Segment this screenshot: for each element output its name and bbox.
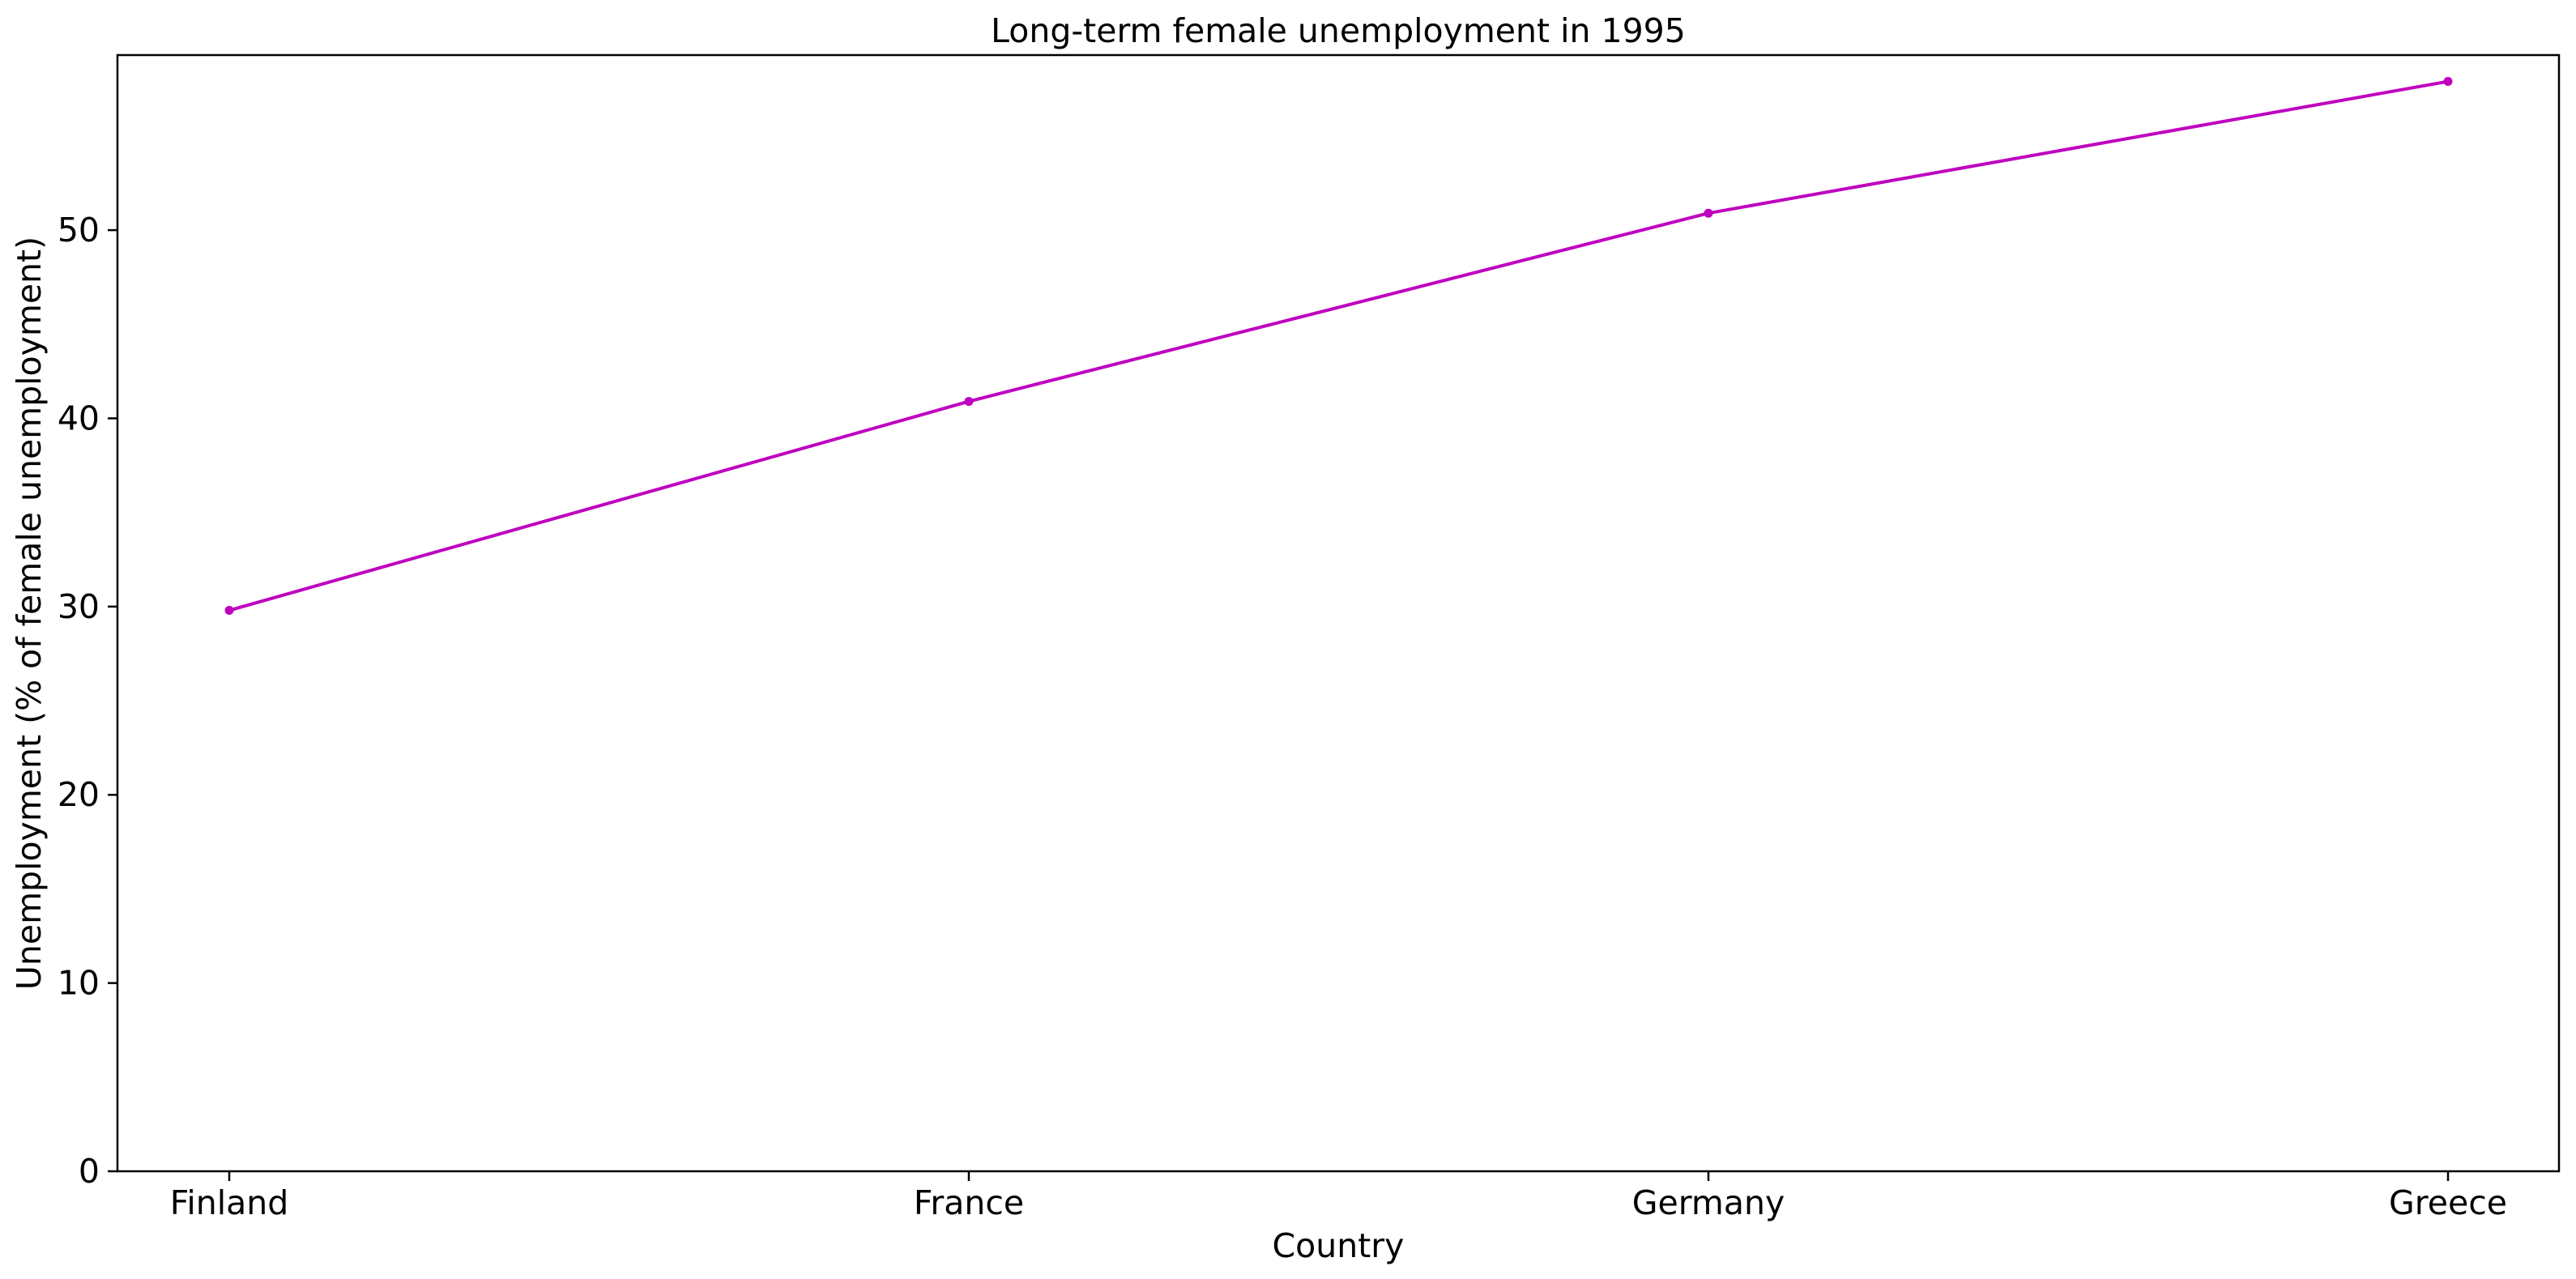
y-axis-label: Unemployment (% of female unemployment) <box>10 237 49 990</box>
series-line <box>228 79 2449 612</box>
data-point <box>224 606 234 616</box>
data-point <box>1704 208 1713 218</box>
y-tick-label: 10 <box>58 964 100 1003</box>
x-tick-label: Finland <box>170 1183 289 1222</box>
y-tick-label: 30 <box>58 587 100 626</box>
y-axis: 0 10 20 30 40 50 <box>58 211 117 1191</box>
x-axis-label: Country <box>1273 1226 1405 1265</box>
x-tick-label: Greece <box>2389 1183 2507 1222</box>
data-point <box>964 397 974 407</box>
x-tick-label: France <box>914 1183 1024 1222</box>
y-tick-label: 0 <box>79 1152 100 1191</box>
x-tick-label: Germany <box>1632 1183 1785 1222</box>
series-layer <box>224 77 2453 616</box>
plot-area-frame <box>116 53 2561 1173</box>
y-tick-label: 40 <box>58 399 100 437</box>
y-tick-label: 20 <box>58 775 100 814</box>
chart-title: Long-term female unemployment in 1995 <box>991 11 1686 50</box>
y-tick-label: 50 <box>58 211 100 249</box>
data-point <box>2443 77 2453 87</box>
x-axis: Finland France Germany Greece <box>170 1171 2507 1222</box>
